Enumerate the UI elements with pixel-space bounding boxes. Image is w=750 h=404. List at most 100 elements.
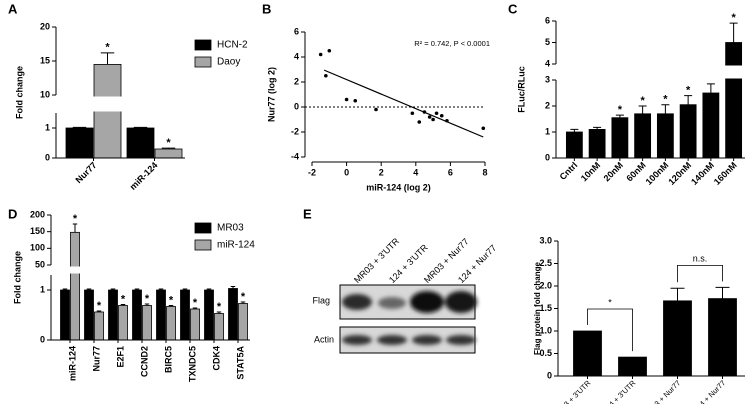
error-bar	[86, 288, 92, 290]
point	[327, 48, 332, 53]
axis-break	[55, 96, 187, 112]
legend-label: miR-124	[217, 240, 255, 251]
band	[446, 335, 476, 345]
error-bar	[230, 286, 236, 289]
y-tick-label: 20	[40, 21, 50, 31]
error-bar	[615, 114, 624, 118]
bracket-label: *	[608, 297, 612, 307]
error-bar	[729, 22, 738, 43]
x-tick-label: 140nM	[689, 160, 716, 187]
legend-swatch	[194, 56, 212, 68]
y-tick-label: 10	[40, 89, 50, 99]
x-tick-label: 2	[379, 167, 384, 177]
bar	[634, 113, 652, 159]
y-tick-label: 2	[294, 76, 299, 86]
y-axis-label: Fold change	[14, 66, 24, 119]
x-tick-label: MR03 + 3'UTR	[551, 378, 593, 404]
error-bar	[570, 128, 579, 132]
y-tick-label: 0.5	[539, 348, 552, 358]
y-tick-label: 2	[545, 100, 550, 110]
western-blot: MR03 + 3'UTR 124 + 3'UTR MR03 + Nur77 12…	[312, 236, 498, 354]
significance-label: *	[731, 12, 736, 24]
error-bar	[110, 288, 116, 290]
significance-label: *	[241, 291, 246, 303]
x-tick-label: -2	[308, 167, 316, 177]
y-tick-label: 1	[545, 126, 550, 136]
bar	[156, 289, 166, 341]
x-tick-label: 6	[448, 167, 453, 177]
panel-label: D	[8, 206, 17, 221]
x-tick-label: Nur77	[73, 160, 98, 185]
band	[377, 335, 407, 345]
point	[353, 98, 358, 103]
significance-label: *	[709, 73, 714, 85]
x-tick-label: 0	[344, 167, 349, 177]
error-bar	[133, 126, 148, 128]
y-tick-label: 5	[545, 37, 550, 47]
bar	[84, 289, 94, 341]
error-bar	[134, 288, 140, 290]
error-bar	[96, 310, 102, 312]
x-tick-label: Nur77	[91, 346, 101, 372]
y-tick-label: 1	[40, 284, 45, 294]
bar	[611, 117, 629, 159]
significance-label: *	[217, 301, 222, 313]
y-tick-label: 0	[45, 152, 50, 162]
bar	[142, 305, 152, 341]
error-bar	[593, 126, 602, 130]
error-bar	[144, 303, 150, 306]
legend-swatch	[194, 39, 212, 51]
significance-label: *	[686, 85, 691, 97]
y-axis-label: Nur77 (log 2)	[266, 67, 276, 122]
x-tick-label: TXNDC5	[187, 346, 197, 382]
error-bar	[120, 304, 126, 306]
error-bar	[638, 105, 647, 114]
panel-label: B	[262, 1, 271, 16]
x-tick-label: 100nM	[644, 160, 671, 187]
point	[318, 52, 323, 57]
point	[481, 126, 486, 131]
significance-label: *	[166, 137, 171, 149]
band	[342, 294, 372, 310]
y-tick-label: 1.0	[539, 325, 552, 335]
y-tick-label: 100	[30, 243, 45, 253]
annotation: R² = 0.742, P < 0.0001	[414, 39, 490, 48]
y-tick-label: 4	[294, 51, 299, 61]
bar	[154, 148, 183, 159]
bar	[65, 127, 94, 159]
error-bar	[684, 95, 693, 105]
y-tick-label: 6	[545, 15, 550, 25]
x-tick-label: 124 + Nur77	[692, 378, 728, 404]
x-tick-label: 8	[482, 167, 487, 177]
bar	[228, 288, 238, 341]
significance-label: *	[169, 294, 174, 306]
x-tick-label: BIRC5	[163, 346, 173, 373]
significance-label: *	[193, 297, 198, 309]
bar	[126, 127, 155, 159]
panel-label: A	[8, 1, 18, 16]
axis-break	[555, 65, 747, 79]
y-tick-label: 200	[30, 209, 45, 219]
band	[410, 291, 444, 313]
significance-label: *	[73, 213, 78, 225]
bar	[70, 231, 80, 341]
error-bar	[62, 288, 68, 290]
x-tick-label: E2F1	[115, 346, 125, 368]
regression-line	[323, 69, 484, 138]
band	[412, 335, 442, 345]
x-tick-label: CDK4	[211, 346, 221, 371]
x-tick-label: Cntrl	[558, 160, 580, 182]
bar	[132, 289, 142, 341]
y-tick-label: 2.0	[539, 280, 552, 290]
panel-label: E	[303, 206, 312, 221]
significance-label: *	[145, 293, 150, 305]
y-tick-label: 15	[40, 55, 50, 65]
bar	[214, 313, 224, 341]
error-bar	[158, 288, 164, 290]
x-tick-label: miR-124	[67, 346, 77, 381]
band	[445, 291, 477, 313]
point	[431, 117, 435, 122]
y-tick-label: 3	[545, 74, 550, 84]
point	[324, 73, 328, 78]
